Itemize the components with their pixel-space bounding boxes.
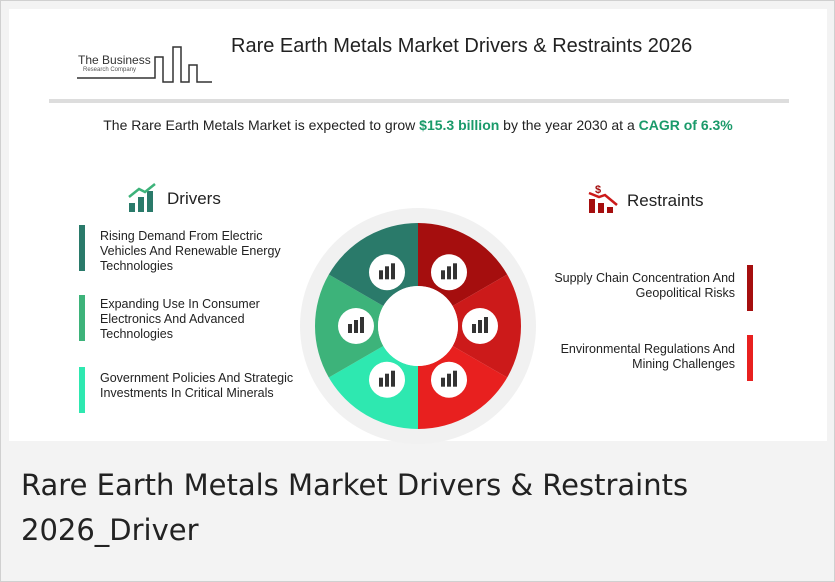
segment-icon — [453, 370, 457, 387]
divider — [49, 99, 789, 103]
driver-bar — [79, 367, 85, 413]
segment-icon — [447, 373, 451, 387]
restraints-heading: Restraints — [627, 191, 704, 210]
restraint-item: Environmental Regulations And Mining Cha… — [560, 342, 735, 371]
driver-item: Expanding Use In Consumer Electronics An… — [100, 297, 260, 341]
drivers-icon — [128, 183, 156, 212]
donut-center — [378, 286, 458, 366]
segment-icon — [391, 370, 395, 387]
segment-icon — [385, 373, 389, 387]
title: Rare Earth Metals Market Drivers & Restr… — [231, 35, 693, 57]
restraint-bar — [747, 265, 753, 311]
logo-mark — [77, 46, 212, 83]
infographic: The Business Research Company Rare Earth… — [9, 9, 827, 444]
segment-icon — [484, 317, 488, 333]
segment-icon — [478, 320, 482, 333]
segment-icon — [391, 263, 395, 280]
restraint-item: Supply Chain Concentration And Geopoliti… — [554, 271, 735, 300]
tagline-cagr: CAGR of 6.3% — [638, 117, 733, 133]
tagline-text: The Rare Earth Metals Market is expected… — [103, 117, 420, 133]
segment-icon — [472, 324, 476, 333]
segment-icon — [354, 320, 358, 333]
segment-icon — [385, 266, 389, 280]
driver-item: Rising Demand From Electric Vehicles And… — [100, 229, 281, 273]
restraint-bar — [747, 335, 753, 381]
tagline-text: by the year 2030 at a — [499, 117, 639, 133]
restraints-icon: $ — [588, 184, 618, 213]
tagline-amount: $15.3 billion — [419, 117, 500, 133]
driver-item: Government Policies And Strategic Invest… — [100, 371, 294, 400]
logo-name: The Business — [78, 53, 151, 67]
segment-icon — [441, 270, 445, 280]
tagline: The Rare Earth Metals Market is expected… — [9, 117, 827, 133]
segment-icon — [348, 324, 352, 333]
segment-icon — [379, 270, 383, 280]
caption: Rare Earth Metals Market Drivers & Restr… — [21, 468, 689, 547]
logo-sub: Research Company — [83, 67, 137, 73]
driver-bar — [79, 225, 85, 271]
drivers-heading: Drivers — [167, 189, 221, 208]
segment-icon — [441, 377, 445, 387]
segment-icon — [447, 266, 451, 280]
donut — [300, 208, 536, 444]
segment-icon — [360, 317, 364, 333]
driver-bar — [79, 295, 85, 341]
svg-text:$: $ — [595, 184, 601, 196]
segment-icon — [453, 263, 457, 280]
segment-icon — [379, 377, 383, 387]
